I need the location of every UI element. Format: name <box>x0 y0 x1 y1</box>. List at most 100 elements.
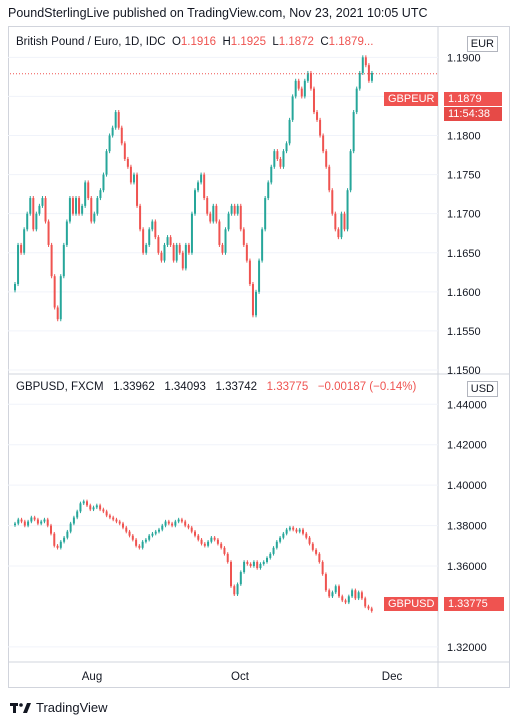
panel1-o-value: 1.1916 <box>180 36 217 48</box>
p1-candle-body <box>62 244 65 277</box>
p1-candle-body <box>99 190 102 199</box>
p1-candle-body <box>84 182 87 206</box>
panel1-h-label: H <box>222 36 231 48</box>
panel1-l-value: 1.1872 <box>278 36 314 48</box>
p1-candle-body <box>236 205 239 214</box>
p2-candle-body <box>262 561 265 564</box>
p2-candle-body <box>269 553 272 558</box>
p1-candle-body <box>358 72 361 89</box>
p2-candle-body <box>334 586 337 593</box>
p2-candle-body <box>236 584 239 595</box>
p2-y-tick-label: 1.32000 <box>447 642 487 654</box>
p1-candle-body <box>224 229 227 253</box>
p1-candle-body <box>81 205 84 214</box>
p2-candle-body <box>171 523 174 526</box>
p2-candle-body <box>210 537 213 542</box>
p2-candle-body <box>43 519 46 522</box>
p1-candle-body <box>68 198 71 222</box>
p2-candle-body <box>33 517 36 520</box>
panel1-legend: British Pound / Euro, 1D, IDC O1.1916 H1… <box>16 36 373 48</box>
p2-candle-body <box>305 533 308 538</box>
p1-candle-body <box>142 229 145 253</box>
panel2-symbol-tag: GBPUSD <box>384 597 439 611</box>
p2-candle-body <box>66 531 69 538</box>
panel2-legend: GBPUSD, FXCM 1.33962 1.34093 1.33742 1.3… <box>16 381 416 393</box>
p1-candle-body <box>270 166 273 183</box>
p2-candle-body <box>102 509 105 512</box>
p2-candle-body <box>324 574 327 591</box>
p2-candle-body <box>122 523 124 528</box>
p1-candle-body <box>105 151 108 175</box>
p2-candle-body <box>161 525 164 530</box>
p2-candle-body <box>76 511 79 518</box>
p1-candle-body <box>206 198 209 214</box>
p1-candle-body <box>322 135 325 152</box>
p2-candle-body <box>230 561 232 587</box>
p1-candle-body <box>139 205 142 230</box>
panel2-o-value: 1.33962 <box>113 381 155 393</box>
p1-candle-body <box>230 205 233 214</box>
panel1-l-label: L <box>272 36 279 48</box>
p2-candle-body <box>243 561 246 573</box>
p2-candle-body <box>367 606 370 609</box>
p1-candle-body <box>343 213 346 230</box>
p2-candle-body <box>341 596 344 601</box>
p2-candle-body <box>360 592 363 599</box>
p2-candle-body <box>89 505 92 510</box>
p2-candle-body <box>151 533 154 536</box>
p1-candle-body <box>14 284 16 291</box>
p2-candle-body <box>252 561 255 566</box>
p2-candle-body <box>144 539 147 542</box>
p2-candle-body <box>141 541 144 548</box>
p2-candle-body <box>125 527 128 532</box>
p1-candle-body <box>166 237 169 245</box>
p2-candle-body <box>177 519 180 522</box>
p1-candle-body <box>71 198 74 214</box>
p1-y-tick-label: 1.1650 <box>447 248 481 260</box>
panel1-title: British Pound / Euro, 1D, IDC <box>16 36 166 48</box>
p1-candle-body <box>233 205 236 214</box>
p2-candle-body <box>318 553 321 562</box>
tradingview-icon <box>10 702 31 713</box>
p2-candle-body <box>259 563 262 569</box>
p2-candle-body <box>246 561 249 564</box>
p2-y-tick-label: 1.40000 <box>447 480 487 492</box>
p1-candle-body <box>194 190 196 214</box>
p1-candle-body <box>291 96 294 120</box>
panel2-c-value: 1.33775 <box>266 381 309 393</box>
p2-candle-body <box>249 563 252 566</box>
p2-candle-body <box>226 553 229 562</box>
p2-candle-body <box>30 517 33 522</box>
p2-candle-body <box>167 521 170 524</box>
p1-candle-body <box>197 182 200 191</box>
p2-candle-body <box>338 586 340 597</box>
p1-candle-body <box>316 112 319 120</box>
p2-candle-body <box>40 521 43 524</box>
panel1-currency-button[interactable]: EUR <box>466 36 498 52</box>
p1-candle-body <box>29 198 32 214</box>
p2-candle-body <box>207 541 210 546</box>
p1-candle-body <box>361 57 364 73</box>
p1-candle-body <box>297 80 300 89</box>
p2-candle-body <box>213 537 216 540</box>
p2-candle-body <box>220 543 223 548</box>
p1-candle-body <box>32 198 35 230</box>
p2-candle-body <box>20 519 23 522</box>
p1-y-tick-label: 1.1550 <box>447 326 481 338</box>
p2-candle-body <box>105 511 108 516</box>
p1-candle-body <box>26 213 29 230</box>
p1-candle-body <box>215 205 218 222</box>
p1-candle-body <box>251 284 254 316</box>
panel2-currency-button[interactable]: USD <box>466 381 498 397</box>
p1-candle-body <box>23 229 26 253</box>
p2-candle-body <box>223 547 226 554</box>
p1-candle-body <box>75 198 78 214</box>
p1-candle-body <box>78 198 81 214</box>
p1-candle-body <box>47 221 50 245</box>
p1-y-tick-label: 1.1700 <box>447 209 481 221</box>
chart-frame[interactable] <box>8 26 510 688</box>
p1-candle-body <box>114 112 117 128</box>
p1-y-tick-label: 1.1800 <box>447 131 481 143</box>
tradingview-logo[interactable]: TradingView <box>10 700 108 715</box>
